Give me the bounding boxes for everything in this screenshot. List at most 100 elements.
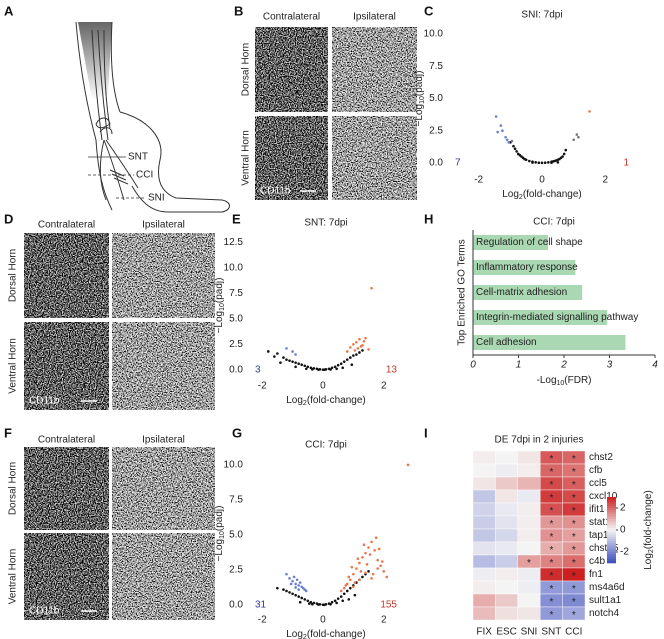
- column-label: Contralateral: [38, 435, 95, 446]
- injury-label: SNT: [128, 152, 148, 163]
- micrograph: [24, 322, 109, 410]
- micrograph: [24, 447, 109, 530]
- column-label: CCI: [565, 627, 582, 638]
- significance-mark: *: [572, 558, 576, 569]
- heatmap-cell: [517, 567, 541, 582]
- colorbar-tick-label: -2: [620, 547, 629, 558]
- chart-title: CCI: 7dpi: [533, 217, 575, 228]
- data-point: [564, 148, 568, 152]
- data-point: [335, 601, 338, 605]
- bar: [473, 310, 608, 325]
- data-point: [352, 585, 355, 589]
- significance-mark: *: [549, 493, 553, 504]
- heatmap-cell: [472, 606, 496, 621]
- y-tick-label: 0.0: [429, 158, 443, 169]
- y-tick-label: 5.0: [229, 313, 243, 324]
- data-point: [342, 592, 346, 596]
- data-point: [365, 563, 369, 566]
- data-point: [364, 551, 367, 555]
- significance-mark: *: [549, 597, 553, 608]
- leg-outline: [95, 139, 113, 211]
- significance-mark: *: [572, 467, 576, 478]
- heatmap-cell: [495, 515, 518, 530]
- y-axis-label-part: 10: [219, 303, 226, 311]
- significance-mark: *: [572, 532, 576, 543]
- count-label: 31: [255, 600, 267, 611]
- data-point: [353, 593, 357, 597]
- heatmap-cell: [472, 554, 496, 569]
- data-point: [356, 347, 360, 350]
- row-label: Dorsal Horn: [241, 43, 252, 96]
- heatmap-cell: [517, 515, 541, 530]
- x-tick-label: -2: [258, 381, 267, 392]
- x-axis-label-part: 10: [557, 380, 565, 387]
- data-point: [370, 286, 373, 290]
- y-tick-label: 0.0: [229, 364, 243, 375]
- x-tick-label: 2: [603, 175, 609, 186]
- data-point: [358, 337, 361, 341]
- colorbar-label-part: Log: [643, 553, 654, 570]
- data-point: [361, 556, 364, 559]
- x-tick-label: 2: [560, 360, 567, 371]
- data-point: [333, 365, 337, 369]
- row-label: fn1: [589, 569, 603, 580]
- data-point: [330, 366, 334, 370]
- data-point: [504, 135, 507, 139]
- data-point: [496, 130, 499, 134]
- ligature: [109, 169, 129, 185]
- panel-letter: H: [424, 211, 433, 226]
- data-point: [339, 362, 343, 366]
- data-point: [329, 602, 332, 606]
- data-point: [323, 368, 326, 372]
- count-label: 155: [380, 600, 397, 611]
- row-label: chst2: [589, 452, 613, 463]
- ligature: [95, 117, 113, 135]
- data-point: [380, 560, 384, 563]
- panel-letter: C: [424, 3, 434, 18]
- data-point: [294, 593, 297, 597]
- chart-title: DE 7dpi in 2 injuries: [495, 435, 584, 446]
- data-point: [361, 575, 364, 579]
- data-point: [342, 586, 346, 590]
- chart-title: SNT: 7dpi: [304, 218, 347, 229]
- data-point: [330, 600, 334, 604]
- data-point: [349, 346, 352, 349]
- significance-mark: *: [549, 545, 553, 556]
- data-point: [336, 597, 340, 600]
- data-point: [317, 368, 320, 371]
- row-label: ms4a6d: [589, 582, 625, 593]
- data-point: [303, 598, 307, 601]
- data-point: [347, 598, 351, 601]
- significance-mark: *: [572, 493, 576, 504]
- colorbar-segment: [607, 527, 616, 531]
- data-point: [297, 588, 300, 591]
- x-tick-label: 0: [470, 360, 476, 371]
- data-point: [349, 356, 352, 359]
- data-point: [374, 536, 378, 540]
- data-point: [300, 596, 303, 600]
- data-point: [547, 161, 550, 164]
- significance-mark: *: [572, 571, 576, 582]
- colorbar-segment: [607, 501, 616, 504]
- heatmap-cell: [472, 476, 496, 491]
- x-axis-label-part: Log: [286, 629, 303, 639]
- data-point: [345, 350, 349, 353]
- data-point: [406, 463, 410, 467]
- x-axis-label-part: (FDR): [564, 375, 591, 386]
- data-point: [534, 161, 537, 164]
- column-label: SNT: [541, 627, 561, 638]
- heatmap-cell: [495, 593, 518, 608]
- nerve: [103, 139, 125, 201]
- data-point: [291, 350, 294, 353]
- significance-mark: *: [572, 545, 576, 556]
- data-point: [507, 141, 511, 144]
- data-point: [556, 161, 560, 164]
- injury-label: CCI: [136, 170, 153, 181]
- data-point: [339, 589, 343, 593]
- colorbar-segment: [607, 532, 616, 535]
- data-point: [285, 358, 288, 361]
- x-axis-label-part: 2: [303, 400, 307, 407]
- micrograph: [112, 533, 215, 620]
- data-point: [355, 567, 358, 570]
